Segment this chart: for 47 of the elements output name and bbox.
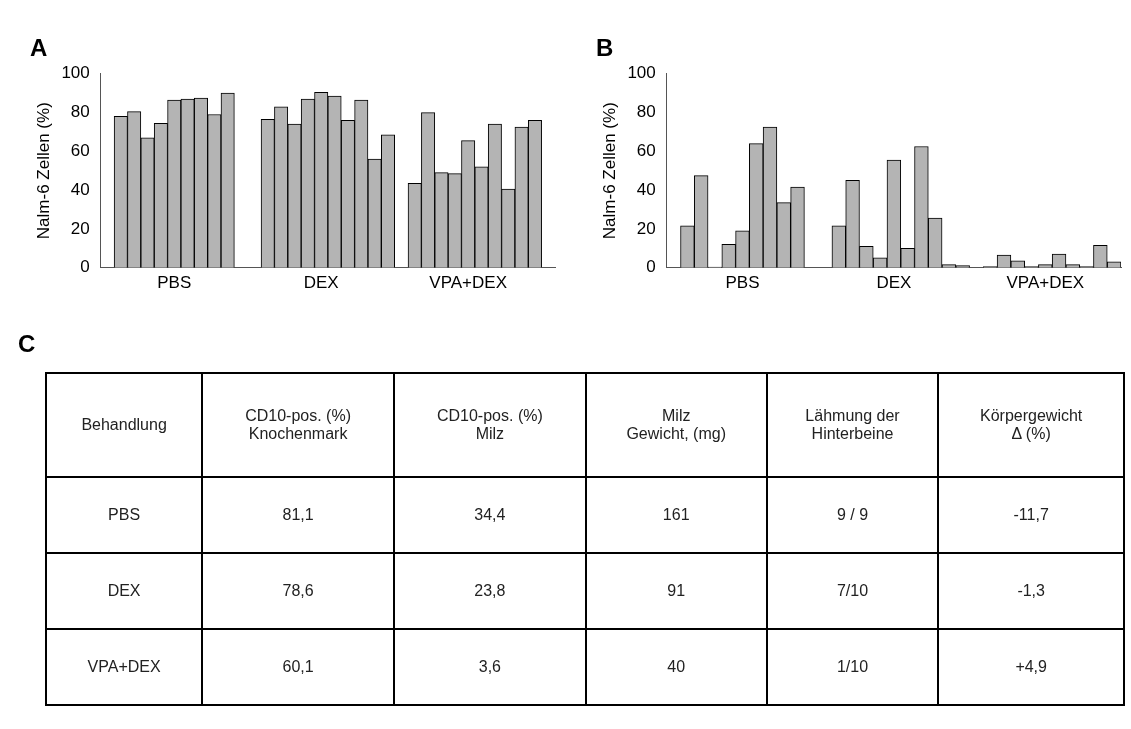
category-label: Körpergewicht Δ (%): [938, 373, 1124, 477]
x-tick-label: VPA+DEX: [1006, 273, 1085, 293]
chart-title: B: [596, 34, 614, 62]
x-tick-label: DEX: [876, 273, 912, 293]
text: -11,7: [1013, 506, 1049, 523]
text: 9 / 9: [836, 506, 869, 523]
text: VPA+DEX: [87, 658, 161, 675]
y-tick-label: 0: [80, 257, 90, 277]
y-tick-label: 40: [70, 179, 90, 199]
x-tick-label: DEX: [303, 273, 339, 293]
y-tick-label: 0: [646, 257, 656, 277]
category-label: Behandlung: [46, 373, 203, 477]
y-tick-label: 60: [70, 141, 90, 161]
text: 23,8: [474, 582, 506, 599]
text: C: [18, 330, 36, 358]
y-tick-label: 20: [636, 218, 656, 238]
y-axis-title: Nalm-6 Zellen (%): [599, 102, 619, 240]
y-tick-label: 100: [627, 63, 656, 83]
text: 91: [667, 582, 686, 599]
text: -1,3: [1017, 582, 1045, 599]
text: 81,1: [282, 506, 314, 523]
text: PBS: [108, 506, 141, 523]
text: 78,6: [282, 582, 314, 599]
x-tick-label: PBS: [157, 273, 192, 293]
text: 34,4: [474, 506, 506, 523]
x-tick-label: PBS: [725, 273, 760, 293]
category-label: CD10-pos. (%) Milz: [393, 373, 586, 477]
text: 40: [667, 658, 686, 675]
text: 161: [662, 506, 690, 523]
y-tick-label: 20: [70, 218, 90, 238]
y-tick-label: 80: [636, 102, 656, 122]
category-label: Milz Gewicht, (mg): [585, 373, 767, 477]
text: 7/10: [836, 582, 869, 599]
text: +4,9: [1015, 658, 1047, 675]
text: 1/10: [836, 658, 869, 675]
y-tick-label: 100: [61, 63, 90, 83]
category-label: CD10-pos. (%) Knochenmark: [202, 373, 394, 477]
text: DEX: [107, 582, 141, 599]
text: 60,1: [282, 658, 314, 675]
y-tick-label: 60: [636, 141, 656, 161]
chart-title: A: [30, 34, 48, 62]
category-label: Lähmung der Hinterbeine: [766, 373, 939, 477]
text: 3,6: [478, 658, 501, 675]
y-tick-label: 40: [636, 179, 656, 199]
y-tick-label: 80: [70, 102, 90, 122]
y-axis-title: Nalm-6 Zellen (%): [33, 102, 53, 240]
x-tick-label: VPA+DEX: [429, 273, 507, 293]
